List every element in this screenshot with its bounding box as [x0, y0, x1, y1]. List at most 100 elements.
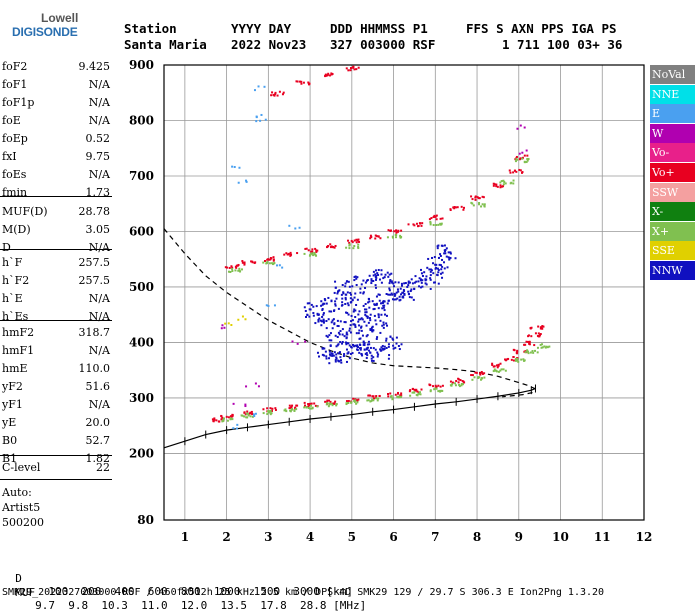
header-station-value: Santa Maria: [124, 37, 207, 52]
data-point-nnw: [421, 285, 424, 288]
data-point-x: [520, 358, 523, 361]
data-point-x: [357, 245, 360, 248]
data-point-nnw: [410, 288, 413, 291]
data-point-nnw: [384, 313, 387, 316]
data-point-nnw: [366, 354, 369, 357]
data-point-vo: [521, 171, 524, 174]
data-point-nnw: [353, 296, 356, 299]
data-point-nnw: [386, 302, 389, 305]
data-point-vo: [296, 252, 299, 255]
data-point-x: [536, 346, 539, 349]
data-point-nnw: [339, 351, 342, 354]
data-point-x: [350, 401, 353, 404]
data-point-nnw: [326, 335, 329, 338]
data-point-x: [331, 404, 334, 407]
data-point-nnw: [363, 342, 366, 345]
data-point-vo: [523, 343, 526, 346]
data-point-nnw: [437, 256, 440, 259]
data-point-nnw: [362, 279, 365, 282]
data-point-vo: [462, 206, 465, 209]
data-point-nnw: [332, 354, 335, 357]
data-point-x: [478, 203, 481, 206]
data-point-vo: [474, 371, 477, 374]
data-point-x: [272, 262, 275, 265]
data-point-x: [310, 407, 313, 410]
data-point-nnw: [330, 299, 333, 302]
data-point-nnw: [440, 272, 443, 275]
data-point-vo: [387, 229, 390, 232]
data-point-x: [478, 202, 481, 205]
data-point-vo: [389, 230, 392, 233]
data-point-nnw: [362, 292, 365, 295]
data-point-nnw: [331, 352, 334, 355]
data-point-vo: [349, 69, 352, 72]
data-point-nnw: [366, 343, 369, 346]
data-point-vo: [526, 154, 529, 157]
data-point-nnw: [385, 347, 388, 350]
data-point-nnw: [330, 310, 333, 313]
data-point-nnw: [325, 320, 328, 323]
data-point-vo: [271, 407, 274, 410]
data-point-x: [534, 349, 537, 352]
data-point-x: [315, 254, 318, 257]
data-point-x: [418, 392, 421, 395]
data-point-nnw: [345, 360, 348, 363]
param-label: h`E: [2, 292, 23, 305]
data-point-nnw: [359, 287, 362, 290]
data-point-x: [450, 384, 453, 387]
data-point-vo: [266, 407, 269, 410]
data-point-x: [375, 397, 378, 400]
data-point-vo: [379, 237, 382, 240]
data-point-vo: [478, 372, 481, 375]
data-point-nnw: [321, 308, 324, 311]
param-label: hmE: [2, 362, 28, 375]
data-point-nnw: [373, 314, 376, 317]
data-point-nnw: [400, 343, 403, 346]
data-point-x: [497, 370, 500, 373]
data-point-x: [526, 349, 529, 352]
data-point-nnw: [333, 309, 336, 312]
data-point-x: [435, 224, 438, 227]
data-point-nnw: [346, 302, 349, 305]
data-point-nnw: [375, 302, 378, 305]
trace-curve: [163, 387, 536, 449]
data-point-nnw: [400, 284, 403, 287]
data-point-vo: [351, 241, 354, 244]
param-value: N/A: [88, 344, 110, 357]
data-point-nnw: [317, 355, 320, 358]
data-point-x: [454, 382, 457, 385]
data-point-nnw: [341, 342, 344, 345]
data-point-vo: [435, 214, 438, 217]
data-point-x: [262, 412, 265, 415]
data-point-nnw: [377, 268, 380, 271]
data-point-nnw: [419, 286, 422, 289]
param-label: M(D): [2, 223, 31, 236]
data-point-nnw: [441, 271, 444, 274]
param-row-hes: h`Es N/A: [2, 310, 110, 328]
data-point-x: [532, 351, 535, 354]
data-point-vo: [307, 249, 310, 252]
data-point-nnw: [339, 341, 342, 344]
data-point-x: [270, 412, 273, 415]
data-point-vo: [482, 196, 485, 199]
data-point-vo: [496, 185, 499, 188]
data-point-vo: [449, 208, 452, 211]
data-point-vo: [243, 261, 246, 264]
legend-item-noval: NoVal: [650, 65, 695, 84]
data-point-nnw: [343, 321, 346, 324]
data-point-nnw: [331, 319, 334, 322]
data-point-x: [266, 413, 269, 416]
data-point-nnw: [368, 300, 371, 303]
data-point-vo: [504, 358, 507, 361]
data-point-nnw: [328, 334, 331, 337]
data-point-nnw: [377, 293, 380, 296]
data-point-nnw: [431, 256, 434, 259]
data-point-nnw: [389, 280, 392, 283]
data-point-vo: [513, 169, 516, 172]
data-point-vo: [525, 340, 528, 343]
param-value: 3.05: [85, 223, 111, 236]
data-point-nnw: [309, 308, 312, 311]
data-point-nnw: [375, 274, 378, 277]
data-point-nnw: [350, 345, 353, 348]
data-point-x: [471, 378, 474, 381]
